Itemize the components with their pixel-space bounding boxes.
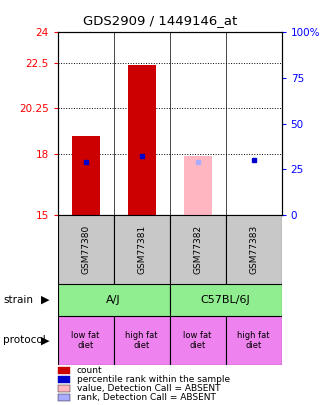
Bar [58,316,114,365]
Bar [58,284,170,316]
Text: protocol: protocol [3,335,46,345]
Text: ▶: ▶ [41,335,49,345]
Bar [114,316,170,365]
Text: GSM77382: GSM77382 [193,224,202,274]
Bar [226,215,282,284]
Text: C57BL/6J: C57BL/6J [201,295,251,305]
Text: GSM77383: GSM77383 [249,224,258,274]
Text: rank, Detection Call = ABSENT: rank, Detection Call = ABSENT [77,393,216,402]
Text: A/J: A/J [106,295,121,305]
Bar [114,215,170,284]
Text: low fat
diet: low fat diet [71,330,100,350]
Text: low fat
diet: low fat diet [183,330,212,350]
Bar [184,156,212,215]
Bar [72,136,100,215]
Text: high fat
diet: high fat diet [125,330,158,350]
Text: GSM77380: GSM77380 [81,224,90,274]
Text: count: count [77,366,102,375]
Bar [128,65,156,215]
Bar [226,316,282,365]
Bar [58,215,114,284]
Text: high fat
diet: high fat diet [237,330,270,350]
Text: value, Detection Call = ABSENT: value, Detection Call = ABSENT [77,384,220,393]
Text: ▶: ▶ [41,295,49,305]
Text: GSM77381: GSM77381 [137,224,146,274]
Bar [170,316,226,365]
Bar [170,215,226,284]
Text: GDS2909 / 1449146_at: GDS2909 / 1449146_at [83,14,237,27]
Text: percentile rank within the sample: percentile rank within the sample [77,375,230,384]
Text: strain: strain [3,295,33,305]
Bar [170,284,282,316]
